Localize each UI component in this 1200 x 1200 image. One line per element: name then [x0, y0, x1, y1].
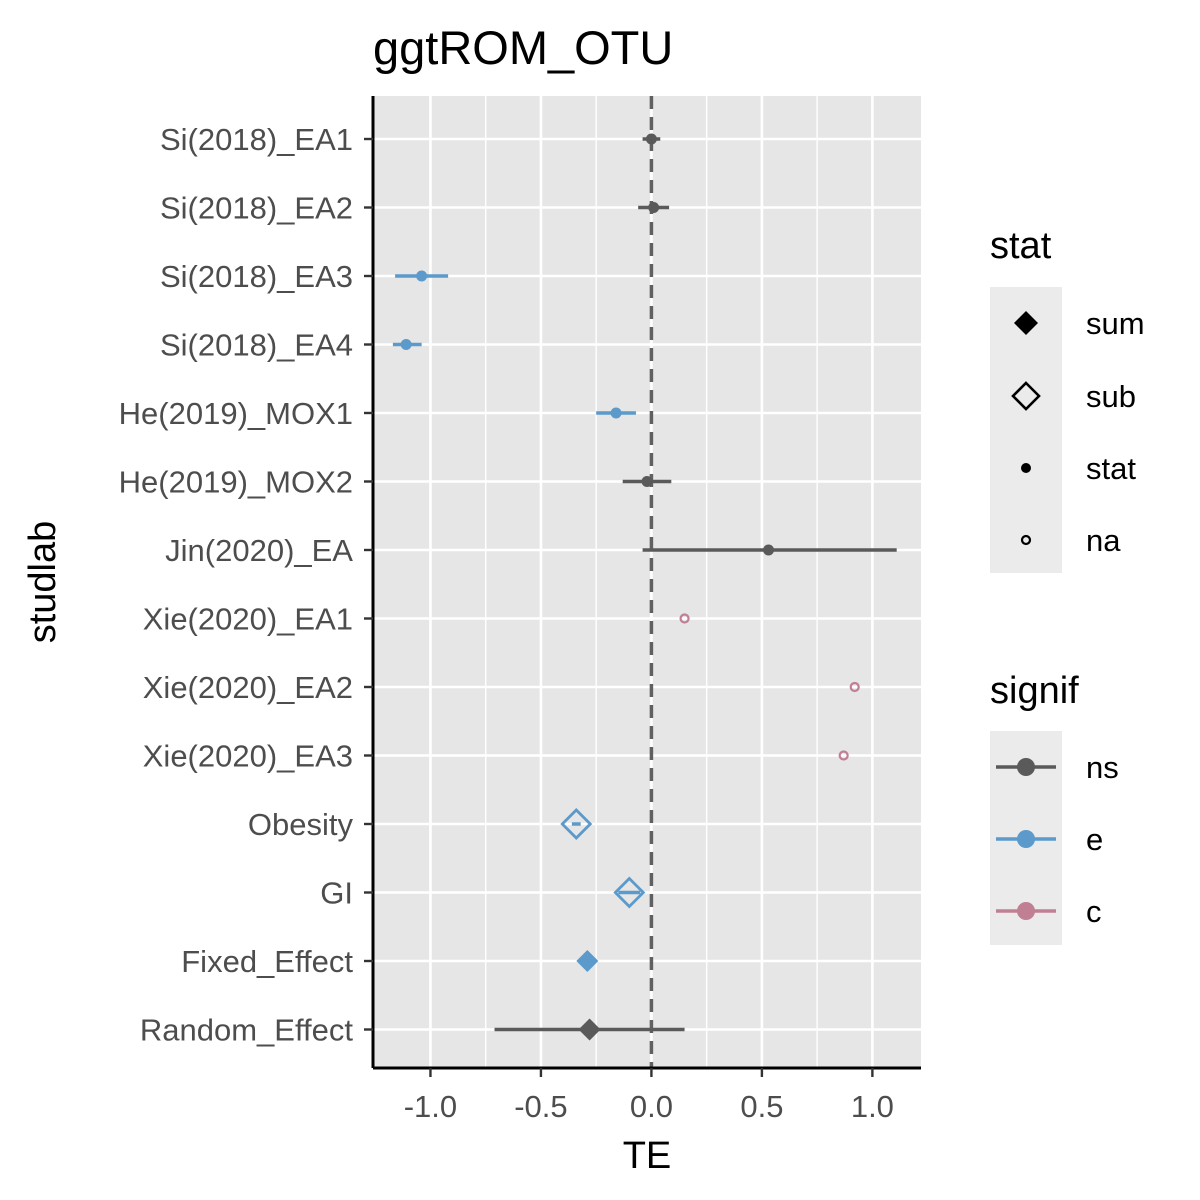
grid-lines [373, 96, 921, 1068]
forest-row-he-2019-mox1 [596, 407, 636, 419]
forest-row-xie-2020-ea1 [679, 613, 690, 624]
legends: stat sum sub stat na signif ns e c [990, 225, 1145, 945]
legend-title-signif: signif [990, 670, 1079, 712]
legend-label-na: na [1086, 523, 1121, 558]
legend-label-c: c [1086, 894, 1102, 929]
forest-row-xie-2020-ea3 [838, 750, 849, 761]
forest-row-fixed-effect [576, 950, 599, 972]
legend-title-stat: stat [990, 225, 1052, 267]
forest-row-jin-2020-ea [642, 544, 897, 556]
point-estimate-na [679, 613, 690, 624]
x-tick-label: -0.5 [514, 1089, 567, 1124]
y-tick-label: Fixed_Effect [181, 944, 353, 979]
point-estimate [641, 476, 653, 487]
legend-key-sum [1014, 311, 1038, 335]
forest-row-obesity [560, 808, 593, 840]
forest-row-si-2018-ea3 [395, 270, 449, 282]
summary-diamond [578, 1018, 601, 1041]
chart-title: ggtROM_OTU [373, 21, 673, 74]
x-tick-label: 0.0 [630, 1089, 673, 1124]
x-tick-label: -1.0 [404, 1089, 457, 1124]
y-tick-label: Jin(2020)_EA [165, 533, 353, 568]
y-axis: Si(2018)_EA1 Si(2018)_EA2 Si(2018)_EA3 Si(2… [119, 122, 373, 1048]
legend-key-point-c [1017, 902, 1035, 920]
legend-key-point-ns [1017, 758, 1035, 776]
x-tick-label: 0.5 [740, 1089, 783, 1124]
forest-row-he-2019-mox2 [622, 476, 672, 487]
legend-key-na [1020, 534, 1032, 546]
legend-key-point-e [1017, 830, 1035, 848]
y-tick-label: Xie(2020)_EA2 [143, 670, 353, 705]
forest-row-si-2018-ea2 [638, 202, 670, 213]
y-tick-label: Si(2018)_EA1 [160, 122, 353, 157]
point-estimate [610, 407, 622, 419]
forest-row-random-effect [494, 1018, 685, 1041]
plot-panel [373, 96, 921, 1068]
y-tick-label: He(2019)_MOX1 [119, 396, 353, 431]
y-tick-label: Obesity [248, 807, 354, 842]
y-tick-label: Si(2018)_EA2 [160, 191, 353, 226]
subgroup-diamond [613, 876, 646, 909]
forest-row-si-2018-ea1 [642, 133, 661, 145]
y-tick-label: Xie(2020)_EA1 [143, 602, 353, 637]
legend-label-ns: ns [1086, 750, 1119, 785]
y-tick-label: Random_Effect [140, 1013, 353, 1048]
subgroup-diamond [560, 808, 593, 840]
point-estimate [400, 339, 412, 350]
y-tick-label: He(2019)_MOX2 [119, 465, 353, 500]
point-estimate [763, 544, 775, 556]
point-estimate [648, 202, 660, 213]
y-tick-label: Si(2018)_EA3 [160, 259, 353, 294]
forest-row-si-2018-ea4 [392, 339, 422, 350]
legend-label-sub: sub [1086, 379, 1136, 414]
legend-label-sum: sum [1086, 306, 1145, 341]
y-tick-label: GI [320, 876, 353, 911]
x-tick-label: 1.0 [851, 1089, 894, 1124]
y-tick-label: Si(2018)_EA4 [160, 328, 353, 363]
y-axis-title: studlab [22, 521, 64, 644]
point-estimate [416, 270, 428, 282]
data-marks [392, 133, 897, 1041]
point-estimate [645, 133, 657, 145]
legend-key-sub [1011, 381, 1041, 411]
legend-key-stat [1021, 463, 1031, 473]
x-axis: -1.0 -0.5 0.0 0.5 1.0 [404, 1068, 894, 1124]
summary-diamond [576, 950, 599, 972]
legend-label-e: e [1086, 822, 1103, 857]
x-axis-title: TE [623, 1135, 672, 1177]
forest-row-gi [613, 876, 646, 909]
y-tick-label: Xie(2020)_EA3 [143, 739, 353, 774]
point-estimate-na [838, 750, 849, 761]
legend-label-stat: stat [1086, 451, 1136, 486]
point-estimate-na [849, 681, 860, 693]
forest-row-xie-2020-ea2 [849, 681, 860, 693]
